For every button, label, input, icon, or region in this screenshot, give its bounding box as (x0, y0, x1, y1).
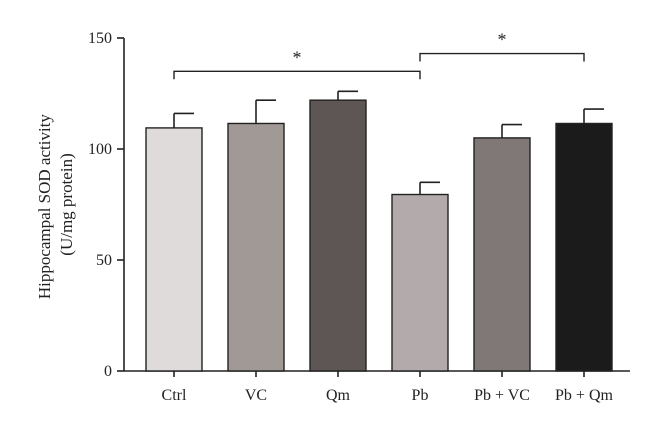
x-tick-label: Qm (326, 387, 351, 404)
axes: 0 50 100 150 Ctrl VC Qm Pb Pb + VC Pb + Qm (88, 30, 630, 404)
bar-qm (309, 99, 367, 372)
significance-marker: * (293, 47, 302, 67)
bar-pb-vc (473, 137, 531, 372)
bar-vc (227, 122, 285, 372)
y-tick-label: 100 (88, 141, 112, 158)
x-tick-label: Pb (412, 387, 429, 404)
y-axis-title-line-1: Hippocampal SOD activity (35, 114, 54, 300)
y-axis-title-line-2: (U/mg protein) (57, 153, 76, 255)
bar-pb-qm (555, 122, 613, 372)
x-tick-label: VC (245, 387, 267, 404)
y-tick-label: 0 (104, 363, 112, 380)
significance-brackets: ** (173, 30, 585, 80)
y-axis-title: Hippocampal SOD activity (U/mg protein) (35, 110, 76, 299)
bar-ctrl (145, 127, 203, 372)
significance-bracket (173, 70, 421, 80)
significance-marker: * (498, 30, 507, 50)
x-tick-label: Pb + Qm (555, 387, 613, 404)
bars (145, 90, 613, 372)
significance-bracket (419, 52, 585, 62)
x-tick-label: Pb + VC (474, 387, 530, 404)
y-tick-label: 150 (88, 30, 112, 47)
bar-pb (391, 193, 449, 372)
y-tick-label: 50 (96, 252, 112, 269)
x-tick-label: Ctrl (162, 387, 187, 404)
